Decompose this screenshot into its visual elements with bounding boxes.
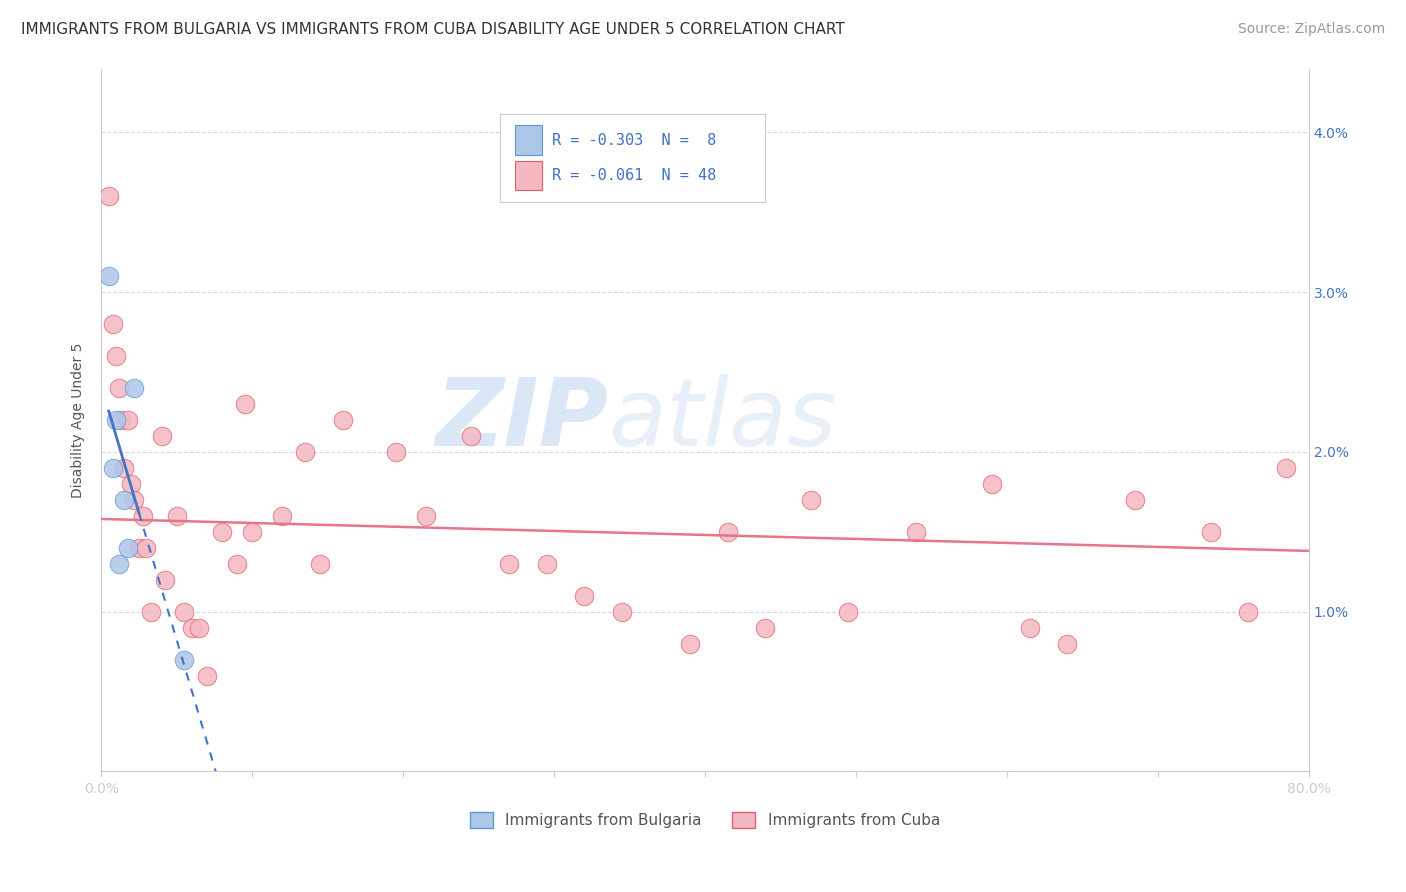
Point bbox=[1199, 524, 1222, 539]
Point bbox=[105, 349, 128, 363]
Point bbox=[837, 605, 859, 619]
Point bbox=[105, 413, 128, 427]
Point bbox=[112, 492, 135, 507]
Point bbox=[110, 413, 132, 427]
Point bbox=[754, 621, 776, 635]
Point bbox=[679, 636, 702, 650]
Point bbox=[120, 476, 142, 491]
Point bbox=[166, 508, 188, 523]
Point bbox=[536, 557, 558, 571]
Point bbox=[132, 508, 155, 523]
Text: ZIP: ZIP bbox=[436, 374, 609, 466]
Point bbox=[112, 461, 135, 475]
Point bbox=[180, 621, 202, 635]
Point bbox=[135, 541, 157, 555]
Point bbox=[124, 492, 146, 507]
FancyBboxPatch shape bbox=[499, 114, 765, 202]
Point bbox=[240, 524, 263, 539]
Text: Source: ZipAtlas.com: Source: ZipAtlas.com bbox=[1237, 22, 1385, 37]
Point bbox=[1123, 492, 1146, 507]
Point bbox=[498, 557, 520, 571]
Point bbox=[905, 524, 928, 539]
Point bbox=[108, 557, 131, 571]
Text: atlas: atlas bbox=[609, 375, 837, 466]
Point bbox=[717, 524, 740, 539]
FancyBboxPatch shape bbox=[516, 126, 541, 155]
Point bbox=[460, 429, 482, 443]
Point bbox=[574, 589, 596, 603]
Point bbox=[150, 429, 173, 443]
Point bbox=[233, 397, 256, 411]
Point bbox=[1275, 461, 1298, 475]
Point bbox=[800, 492, 823, 507]
Point bbox=[271, 508, 294, 523]
Point bbox=[117, 541, 139, 555]
Point bbox=[124, 381, 146, 395]
Point bbox=[195, 668, 218, 682]
Point bbox=[103, 461, 125, 475]
Y-axis label: Disability Age Under 5: Disability Age Under 5 bbox=[72, 343, 86, 498]
Point bbox=[97, 189, 120, 203]
Point bbox=[610, 605, 633, 619]
Point bbox=[128, 541, 150, 555]
Point bbox=[139, 605, 162, 619]
Point bbox=[108, 381, 131, 395]
Point bbox=[153, 573, 176, 587]
Legend: Immigrants from Bulgaria, Immigrants from Cuba: Immigrants from Bulgaria, Immigrants fro… bbox=[464, 805, 946, 834]
Text: R = -0.303  N =  8: R = -0.303 N = 8 bbox=[551, 133, 716, 148]
Text: IMMIGRANTS FROM BULGARIA VS IMMIGRANTS FROM CUBA DISABILITY AGE UNDER 5 CORRELAT: IMMIGRANTS FROM BULGARIA VS IMMIGRANTS F… bbox=[21, 22, 845, 37]
Point bbox=[173, 605, 195, 619]
Point bbox=[211, 524, 233, 539]
Text: R = -0.061  N = 48: R = -0.061 N = 48 bbox=[551, 168, 716, 183]
Point bbox=[117, 413, 139, 427]
Point bbox=[1018, 621, 1040, 635]
Point bbox=[332, 413, 354, 427]
Point bbox=[384, 445, 406, 459]
Point bbox=[1237, 605, 1260, 619]
Point bbox=[226, 557, 249, 571]
Point bbox=[173, 652, 195, 666]
Point bbox=[188, 621, 211, 635]
Point bbox=[980, 476, 1002, 491]
FancyBboxPatch shape bbox=[516, 161, 541, 190]
Point bbox=[103, 317, 125, 331]
Point bbox=[309, 557, 332, 571]
Point bbox=[1056, 636, 1078, 650]
Point bbox=[97, 269, 120, 284]
Point bbox=[415, 508, 437, 523]
Point bbox=[294, 445, 316, 459]
